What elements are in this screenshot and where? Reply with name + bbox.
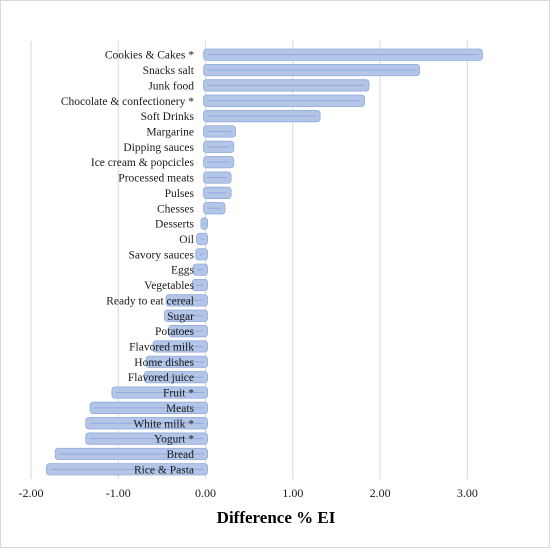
category-label: Fruit *	[163, 388, 194, 400]
bars	[46, 48, 483, 476]
category-label: Meats	[166, 403, 195, 415]
category-label: Soft Drinks	[141, 111, 195, 123]
category-label: Home dishes	[134, 357, 194, 369]
category-label: Vegetables	[144, 280, 194, 292]
category-label: Oil	[179, 234, 194, 246]
x-tick-label: -1.00	[106, 486, 131, 500]
category-label: Chesses	[157, 203, 195, 215]
category-label: Savory sauces	[129, 249, 195, 261]
category-label: Desserts	[155, 219, 194, 231]
x-tick-label: 2.00	[370, 486, 391, 500]
category-label: Potatoes	[155, 326, 194, 338]
category-label: Eggs	[171, 265, 195, 277]
x-tick-label: 3.00	[457, 486, 478, 500]
category-label: Ready to eat cereal	[106, 295, 194, 307]
category-label: Flavored juice	[128, 372, 194, 384]
category-label: Flavored milk	[129, 341, 194, 353]
x-tick-label: -2.00	[19, 486, 44, 500]
category-labels: Cookies & Cakes * Snacks salt Junk food Cho…	[61, 50, 195, 477]
category-label: Dipping sauces	[123, 142, 194, 154]
category-label: Rice & Pasta	[134, 464, 194, 476]
category-label: White milk *	[133, 418, 194, 430]
category-label: Pulses	[165, 188, 195, 200]
category-label: Sugar	[167, 311, 194, 323]
x-tick-label: 0.00	[195, 486, 216, 500]
category-label: Ice cream & popcicles	[91, 157, 195, 169]
bar-chart: Cookies & Cakes * Snacks salt Junk food Cho…	[19, 41, 483, 500]
category-label: Bread	[167, 449, 195, 461]
x-tick-label: 1.00	[282, 486, 303, 500]
x-axis-title: Difference % EI	[216, 508, 336, 527]
category-label: Cookies & Cakes *	[105, 50, 194, 62]
category-label: Processed meats	[118, 173, 194, 185]
category-label: Chocolate & confectionery *	[61, 96, 194, 108]
category-label: Snacks salt	[143, 65, 195, 77]
category-label: Yogurt *	[154, 434, 194, 446]
category-label: Margarine	[146, 126, 194, 138]
category-label: Junk food	[148, 80, 194, 92]
x-tick-labels: -2.00 -1.00 0.00 1.00 2.00 3.00	[19, 486, 478, 500]
